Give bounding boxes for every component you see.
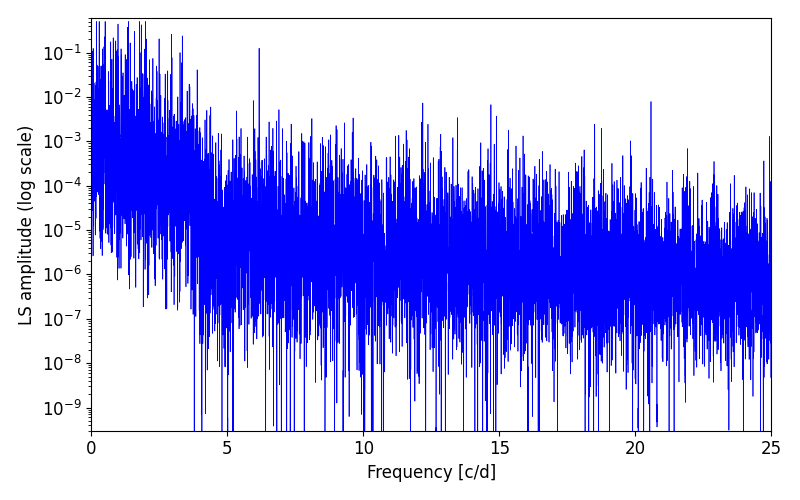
X-axis label: Frequency [c/d]: Frequency [c/d] xyxy=(366,464,496,482)
Y-axis label: LS amplitude (log scale): LS amplitude (log scale) xyxy=(18,124,36,324)
